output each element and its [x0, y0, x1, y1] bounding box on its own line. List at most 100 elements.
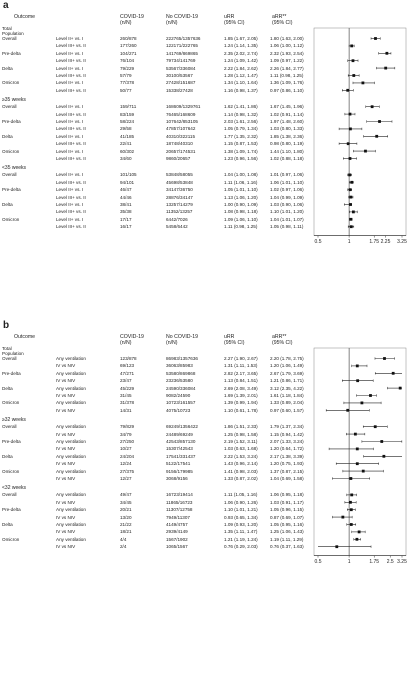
row-comparison: Any ventilation [56, 424, 86, 430]
plot-frame [313, 27, 407, 236]
urr-value: 2.22 (1.53, 3.24) [224, 453, 258, 459]
urr-value: 1.23 (0.96, 1.56) [224, 156, 258, 161]
row-comparison: Level III+ vs. II [56, 126, 86, 132]
x-tick-label: 1.75 [369, 558, 380, 565]
no-covid-count: 13257/14279 [166, 202, 193, 207]
point-estimate [398, 386, 402, 390]
covid-count: 34/45 [120, 499, 132, 505]
arr-value: 3.12 (2.35, 4.22) [270, 385, 304, 391]
row-comparison: IV vs NIV [56, 378, 76, 384]
no-covid-count: 17541/331437 [166, 453, 196, 459]
covid-count: 60/302 [120, 148, 135, 154]
arr-value: 1.61 (1.18, 1.84) [270, 393, 304, 398]
no-covid-count: 79734/141769 [166, 58, 196, 64]
row-comparison: Level II+ vs. I [56, 36, 84, 41]
arr-value: 1.10 (1.01, 1.20) [270, 209, 304, 215]
row-comparison: Level II+ vs. I [56, 65, 84, 71]
urr-value: 1.38 (1.09, 1.74) [224, 148, 258, 154]
point-estimate [349, 477, 353, 480]
no-covid-count: 1065/1567 [166, 544, 188, 550]
urr-value: 1.10 (0.61, 1.78) [224, 407, 258, 413]
urr-value: 2.19 (1.52, 3.11) [224, 439, 258, 444]
covid-count: 101/105 [120, 172, 137, 178]
urr-value: 1.62 (1.41, 1.86) [224, 104, 258, 110]
row-group: Omicron [2, 400, 20, 406]
urr-value: 1.24 (1.09, 1.42) [224, 58, 258, 64]
no-covid-count: 122171/222765 [166, 43, 198, 49]
row-comparison: Any ventilation [56, 370, 86, 376]
row-comparison: Level III+ vs. II [56, 141, 86, 147]
covid-count: 76/104 [120, 58, 135, 64]
no-covid-count: 24590/336084 [166, 385, 196, 391]
arr-value: 0.97 (0.86, 1.10) [270, 87, 304, 93]
urr-value: 1.13 (0.84, 1.51) [224, 378, 258, 384]
covid-count: 83/159 [120, 111, 135, 117]
row-comparison: Level III+ vs. II [56, 111, 86, 117]
covid-count: 29/58 [120, 126, 132, 132]
urr-value: 1.11 (1.05, 1.16) [224, 492, 258, 498]
no-covid-count: 9082/24590 [166, 393, 191, 398]
arr-value: 1.19 (1.11, 1.29) [270, 536, 304, 542]
arr-value: 1.85 (1.38, 2.36) [270, 133, 304, 139]
no-covid-count: 53580/869868 [166, 370, 196, 376]
covid-count: 177/260 [120, 43, 137, 49]
point-estimate [373, 425, 377, 429]
urr-value: 2.03 (1.61, 2.56) [224, 119, 258, 124]
row-comparison: Level III+ vs. II [56, 43, 86, 49]
arr-value: 1.15 (0.94, 1.42) [270, 431, 304, 437]
urr-value: 1.41 (0.98, 2.03) [224, 468, 258, 474]
urr-value: 1.21 (1.19, 1.24) [224, 536, 258, 542]
point-estimate [348, 112, 352, 116]
covid-count: 123/878 [120, 356, 137, 361]
urr-value: 1.08 (0.98, 1.18) [224, 209, 258, 215]
row-comparison: IV vs NIV [56, 363, 76, 369]
x-tick-label: 1.75 [369, 238, 380, 245]
point-estimate [351, 210, 355, 214]
row-comparison: Level II+ vs. I [56, 133, 84, 139]
urr-value: 1.31 (1.11, 1.53) [224, 363, 258, 369]
arr-value: 1.02 (0.91, 1.14) [270, 111, 304, 117]
row-comparison: Level III+ vs. II [56, 73, 86, 78]
section-title: <32 weeks [2, 485, 27, 492]
no-covid-count: 53567/336084 [166, 65, 196, 71]
column-header: Outcome [14, 14, 36, 20]
covid-count: 104/271 [120, 50, 137, 56]
arr-value: 1.06 (1.01, 1.10) [270, 179, 304, 185]
x-tick-label: 1 [347, 558, 351, 565]
urr-value: 1.69 (1.39, 2.01) [224, 393, 258, 398]
covid-count: 79/229 [120, 65, 135, 71]
point-estimate [352, 74, 356, 77]
covid-count: 45/229 [120, 385, 135, 391]
covid-count: 31/378 [120, 400, 135, 406]
no-covid-count: 76465/168609 [166, 111, 196, 117]
no-covid-count: 45698/53848 [166, 179, 193, 185]
arr-value: 1.05 (0.96, 1.15) [270, 507, 304, 513]
covid-count: 18/21 [120, 529, 132, 535]
urr-value: 2.27 (1.90, 2.67) [224, 356, 258, 361]
arr-value: 1.02 (0.88, 1.18) [270, 156, 304, 161]
covid-count: 34/60 [120, 156, 132, 161]
arr-value: 1.37 (0.87, 2.15) [270, 468, 304, 474]
urr-value: 1.14 (0.98, 1.32) [224, 111, 258, 117]
urr-value: 1.13 (1.06, 1.20) [224, 194, 258, 200]
no-covid-count: 86983/1357636 [166, 356, 198, 361]
arr-value: 1.44 (1.10, 1.80) [270, 148, 304, 154]
no-covid-count: 4149/4757 [166, 522, 188, 527]
no-covid-count: 15338/27428 [166, 87, 193, 93]
arr-value: 1.03 (0.90, 1.06) [270, 202, 304, 207]
point-estimate [361, 81, 365, 85]
row-group: Omicron [2, 536, 20, 542]
arr-value: 1.03 (0.80, 1.33) [270, 126, 304, 132]
row-group: Pre-delta [2, 50, 21, 56]
x-tick-label: 2.25 [380, 238, 391, 245]
no-covid-count: 11307/12758 [166, 507, 193, 513]
arr-value: 1.04 (1.01, 1.07) [270, 216, 304, 222]
urr-value: 1.86 (1.51, 2.33) [224, 424, 258, 430]
row-comparison: IV vs NIV [56, 476, 76, 481]
point-estimate [355, 537, 359, 541]
point-estimate [349, 500, 352, 504]
arr-value: 1.33 (0.89, 2.04) [270, 400, 304, 406]
no-covid-count: 10723/161557 [166, 400, 196, 406]
no-covid-count: 40310/322115 [166, 133, 196, 139]
point-estimate [357, 530, 361, 534]
